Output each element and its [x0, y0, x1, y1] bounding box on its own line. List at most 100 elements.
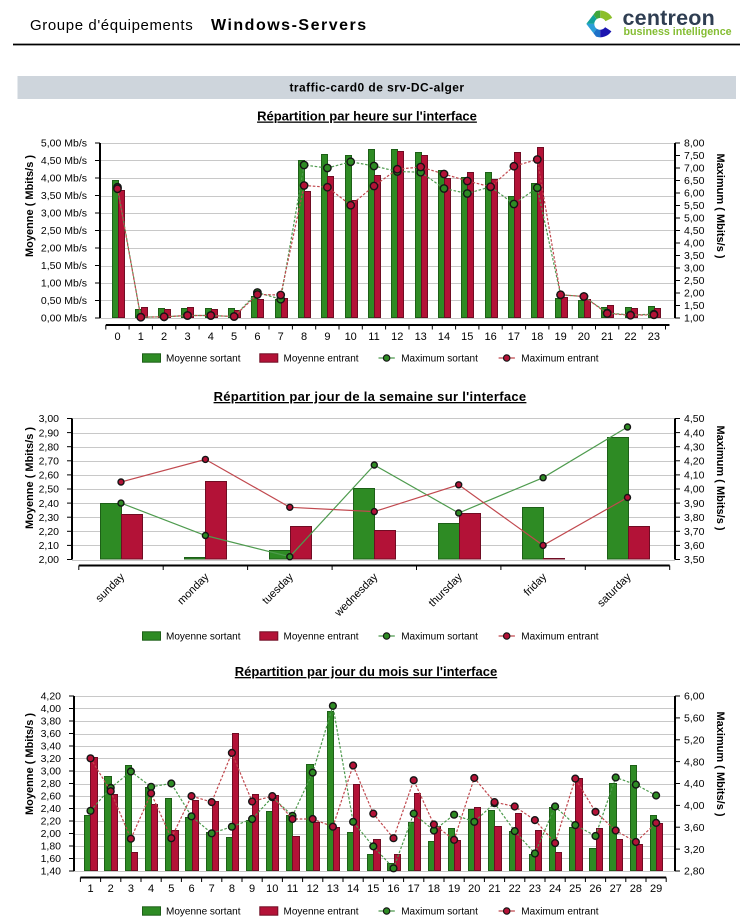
svg-text:2,50: 2,50: [39, 484, 60, 496]
svg-text:Répartition par heure sur l'in: Répartition par heure sur l'interface: [257, 109, 477, 124]
svg-text:Moyenne entrant: Moyenne entrant: [284, 907, 359, 918]
svg-text:15: 15: [461, 331, 473, 343]
svg-text:5,00: 5,00: [684, 213, 705, 225]
svg-text:4,00: 4,00: [41, 703, 62, 715]
svg-text:6,50: 6,50: [684, 175, 705, 187]
svg-text:3,50: 3,50: [684, 554, 705, 566]
svg-text:traffic-card0 de srv-DC-alger: traffic-card0 de srv-DC-alger: [289, 81, 464, 95]
svg-text:3: 3: [128, 883, 134, 895]
svg-text:3,40: 3,40: [41, 741, 62, 753]
svg-text:Maximum ( Mbits/s ): Maximum ( Mbits/s ): [714, 711, 726, 816]
svg-text:0,00 Mb/s: 0,00 Mb/s: [41, 313, 87, 325]
svg-text:Groupe d'équipements: Groupe d'équipements: [30, 17, 193, 34]
svg-text:3,20: 3,20: [41, 753, 62, 765]
svg-text:2,00: 2,00: [41, 828, 62, 840]
svg-text:3,80: 3,80: [684, 512, 705, 524]
svg-text:5,20: 5,20: [684, 735, 705, 747]
svg-text:16: 16: [387, 883, 399, 895]
svg-text:4,50: 4,50: [684, 225, 705, 237]
svg-text:Moyenne ( Mbits/s ): Moyenne ( Mbits/s ): [24, 713, 36, 815]
svg-text:17: 17: [508, 331, 520, 343]
svg-text:4,30: 4,30: [684, 441, 705, 453]
svg-text:wednesday: wednesday: [332, 571, 381, 620]
svg-text:2,10: 2,10: [39, 540, 60, 552]
svg-text:Moyenne entrant: Moyenne entrant: [284, 354, 359, 365]
svg-text:Maximum entrant: Maximum entrant: [521, 907, 598, 918]
svg-text:8: 8: [229, 883, 235, 895]
svg-text:Maximum entrant: Maximum entrant: [521, 632, 598, 643]
svg-text:7,50: 7,50: [684, 150, 705, 162]
svg-text:11: 11: [287, 883, 298, 895]
svg-text:Maximum sortant: Maximum sortant: [401, 354, 478, 365]
svg-text:29: 29: [650, 883, 662, 895]
svg-text:centreon: centreon: [623, 6, 715, 30]
svg-text:5: 5: [231, 331, 237, 343]
svg-text:Moyenne sortant: Moyenne sortant: [166, 632, 241, 643]
svg-text:4,10: 4,10: [684, 470, 705, 482]
svg-text:4,00: 4,00: [684, 800, 705, 812]
svg-text:1,50 Mb/s: 1,50 Mb/s: [41, 260, 87, 272]
svg-text:3,50 Mb/s: 3,50 Mb/s: [41, 190, 87, 202]
svg-text:15: 15: [367, 883, 379, 895]
svg-text:2,80: 2,80: [41, 778, 62, 790]
svg-text:3,90: 3,90: [684, 498, 705, 510]
svg-text:27: 27: [610, 883, 622, 895]
svg-text:20: 20: [578, 331, 590, 343]
svg-text:4,00 Mb/s: 4,00 Mb/s: [41, 173, 87, 185]
svg-text:4,50 Mb/s: 4,50 Mb/s: [41, 155, 87, 167]
svg-text:4: 4: [148, 883, 154, 895]
svg-text:26: 26: [589, 883, 601, 895]
svg-text:1,50: 1,50: [684, 300, 705, 312]
svg-text:Maximum sortant: Maximum sortant: [401, 907, 478, 918]
svg-text:2,00: 2,00: [39, 554, 60, 566]
svg-text:tuesday: tuesday: [260, 571, 296, 607]
svg-text:4,00: 4,00: [684, 484, 705, 496]
svg-text:business intelligence: business intelligence: [624, 26, 732, 38]
svg-text:23: 23: [529, 883, 541, 895]
svg-text:Moyenne entrant: Moyenne entrant: [284, 632, 359, 643]
svg-text:3,80: 3,80: [41, 716, 62, 728]
svg-text:Windows-Servers: Windows-Servers: [211, 17, 368, 34]
svg-text:3,60: 3,60: [684, 822, 705, 834]
svg-text:friday: friday: [522, 571, 550, 599]
svg-text:25: 25: [569, 883, 581, 895]
svg-text:23: 23: [648, 331, 660, 343]
svg-text:0,50 Mb/s: 0,50 Mb/s: [41, 295, 87, 307]
svg-text:10: 10: [345, 331, 357, 343]
svg-text:1: 1: [87, 883, 93, 895]
svg-text:2: 2: [108, 883, 114, 895]
svg-text:4: 4: [208, 331, 214, 343]
svg-text:22: 22: [509, 883, 521, 895]
svg-text:11: 11: [368, 331, 379, 343]
svg-text:4,20: 4,20: [41, 691, 62, 703]
svg-text:1,80: 1,80: [41, 841, 62, 853]
svg-text:Moyenne ( Mbits/s ): Moyenne ( Mbits/s ): [24, 427, 36, 529]
svg-text:13: 13: [327, 883, 339, 895]
svg-text:3,20: 3,20: [684, 844, 705, 856]
svg-text:19: 19: [448, 883, 460, 895]
svg-text:4,50: 4,50: [684, 413, 705, 425]
svg-text:4,20: 4,20: [684, 456, 705, 468]
svg-text:16: 16: [484, 331, 496, 343]
svg-text:saturday: saturday: [595, 571, 634, 610]
svg-text:Moyenne sortant: Moyenne sortant: [166, 354, 241, 365]
svg-text:2,80: 2,80: [684, 866, 705, 878]
svg-text:8,00: 8,00: [684, 138, 705, 150]
svg-text:2,70: 2,70: [39, 456, 60, 468]
svg-text:1,40: 1,40: [41, 866, 62, 878]
svg-text:3,00: 3,00: [39, 413, 60, 425]
svg-text:2,30: 2,30: [39, 512, 60, 524]
svg-text:10: 10: [266, 883, 278, 895]
svg-text:18: 18: [428, 883, 440, 895]
svg-text:thursday: thursday: [426, 571, 465, 610]
svg-text:2,00 Mb/s: 2,00 Mb/s: [41, 243, 87, 255]
svg-text:2,20: 2,20: [41, 816, 62, 828]
svg-text:sunday: sunday: [94, 571, 128, 605]
svg-text:8: 8: [301, 331, 307, 343]
svg-text:2,20: 2,20: [39, 526, 60, 538]
svg-text:28: 28: [630, 883, 642, 895]
svg-text:2,00: 2,00: [684, 288, 705, 300]
svg-text:18: 18: [531, 331, 543, 343]
svg-text:17: 17: [408, 883, 420, 895]
svg-text:6,00: 6,00: [684, 188, 705, 200]
